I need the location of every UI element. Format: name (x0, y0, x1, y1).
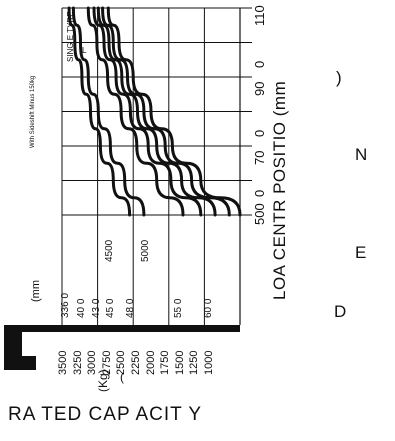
capacity-unit-paren: ( (120, 370, 124, 384)
base-bracket (4, 325, 240, 370)
capacity-axis-title: RA TED CAP ACIT Y (8, 404, 203, 425)
sideshift-note: With Sideshift Minus 150kg (30, 75, 36, 148)
capacity-curve (106, 6, 242, 217)
grid-lines (61, 7, 252, 325)
capacity-curve (67, 6, 132, 217)
capacity-tick-label: 1000 (203, 350, 215, 375)
height-marker-label: 5000 (140, 239, 151, 262)
capacity-tick-label: 1500 (173, 350, 186, 375)
mast-height-label: 55 0 (173, 298, 184, 318)
capacity-curve (92, 6, 203, 217)
capacity-tick-label: 3250 (71, 350, 84, 375)
capacity-curve (86, 6, 185, 217)
load-center-tick-label: 90 (252, 81, 267, 96)
load-center-tick-suffix: 0 (252, 189, 267, 197)
height-marker-label: 4500 (104, 239, 115, 262)
capacity-tick-label: 1250 (188, 350, 201, 375)
tyre-subtype-label: L (82, 46, 87, 55)
capacity-tick-label: 3500 (57, 350, 69, 375)
capacity-curve (71, 6, 146, 217)
axis-title-letter: E (355, 243, 367, 262)
mast-height-label: 60 0 (203, 298, 214, 318)
capacity-tick-label: 2000 (144, 350, 157, 375)
capacity-unit: (Kg) (96, 369, 110, 392)
capacity-curve (96, 6, 217, 217)
load-center-tick-label: 70 (252, 150, 267, 165)
load-center-tick-label: 110 (252, 5, 267, 26)
tyre-type-label: SING E TYRE (66, 11, 75, 62)
capacity-tick-label: 2250 (130, 350, 142, 375)
capacity-curve (101, 6, 231, 217)
axis-title-letter: D (334, 302, 347, 321)
axis-title-letter: ) (336, 68, 343, 87)
mast-height-label: 336 0 (60, 292, 71, 318)
axis-title-letter: N (355, 145, 368, 164)
mast-height-label: 48 0 (125, 298, 136, 318)
capacity-curves (67, 6, 242, 217)
mast-base-bracket (4, 325, 240, 370)
mast-height-label: 40 0 (76, 298, 87, 318)
mast-height-label: 43 0 (91, 298, 102, 318)
mast-unit-label: (mm (30, 280, 42, 302)
load-center-tick-label: 500 (252, 203, 267, 225)
capacity-tick-label: 1750 (159, 350, 172, 375)
load-center-axis-title: LOA CENTR POSITIO (mm (270, 80, 289, 300)
load-center-tick-suffix: 0 (252, 60, 267, 68)
load-center-tick-suffix: 0 (252, 129, 267, 137)
mast-height-label: 45 0 (105, 298, 116, 318)
